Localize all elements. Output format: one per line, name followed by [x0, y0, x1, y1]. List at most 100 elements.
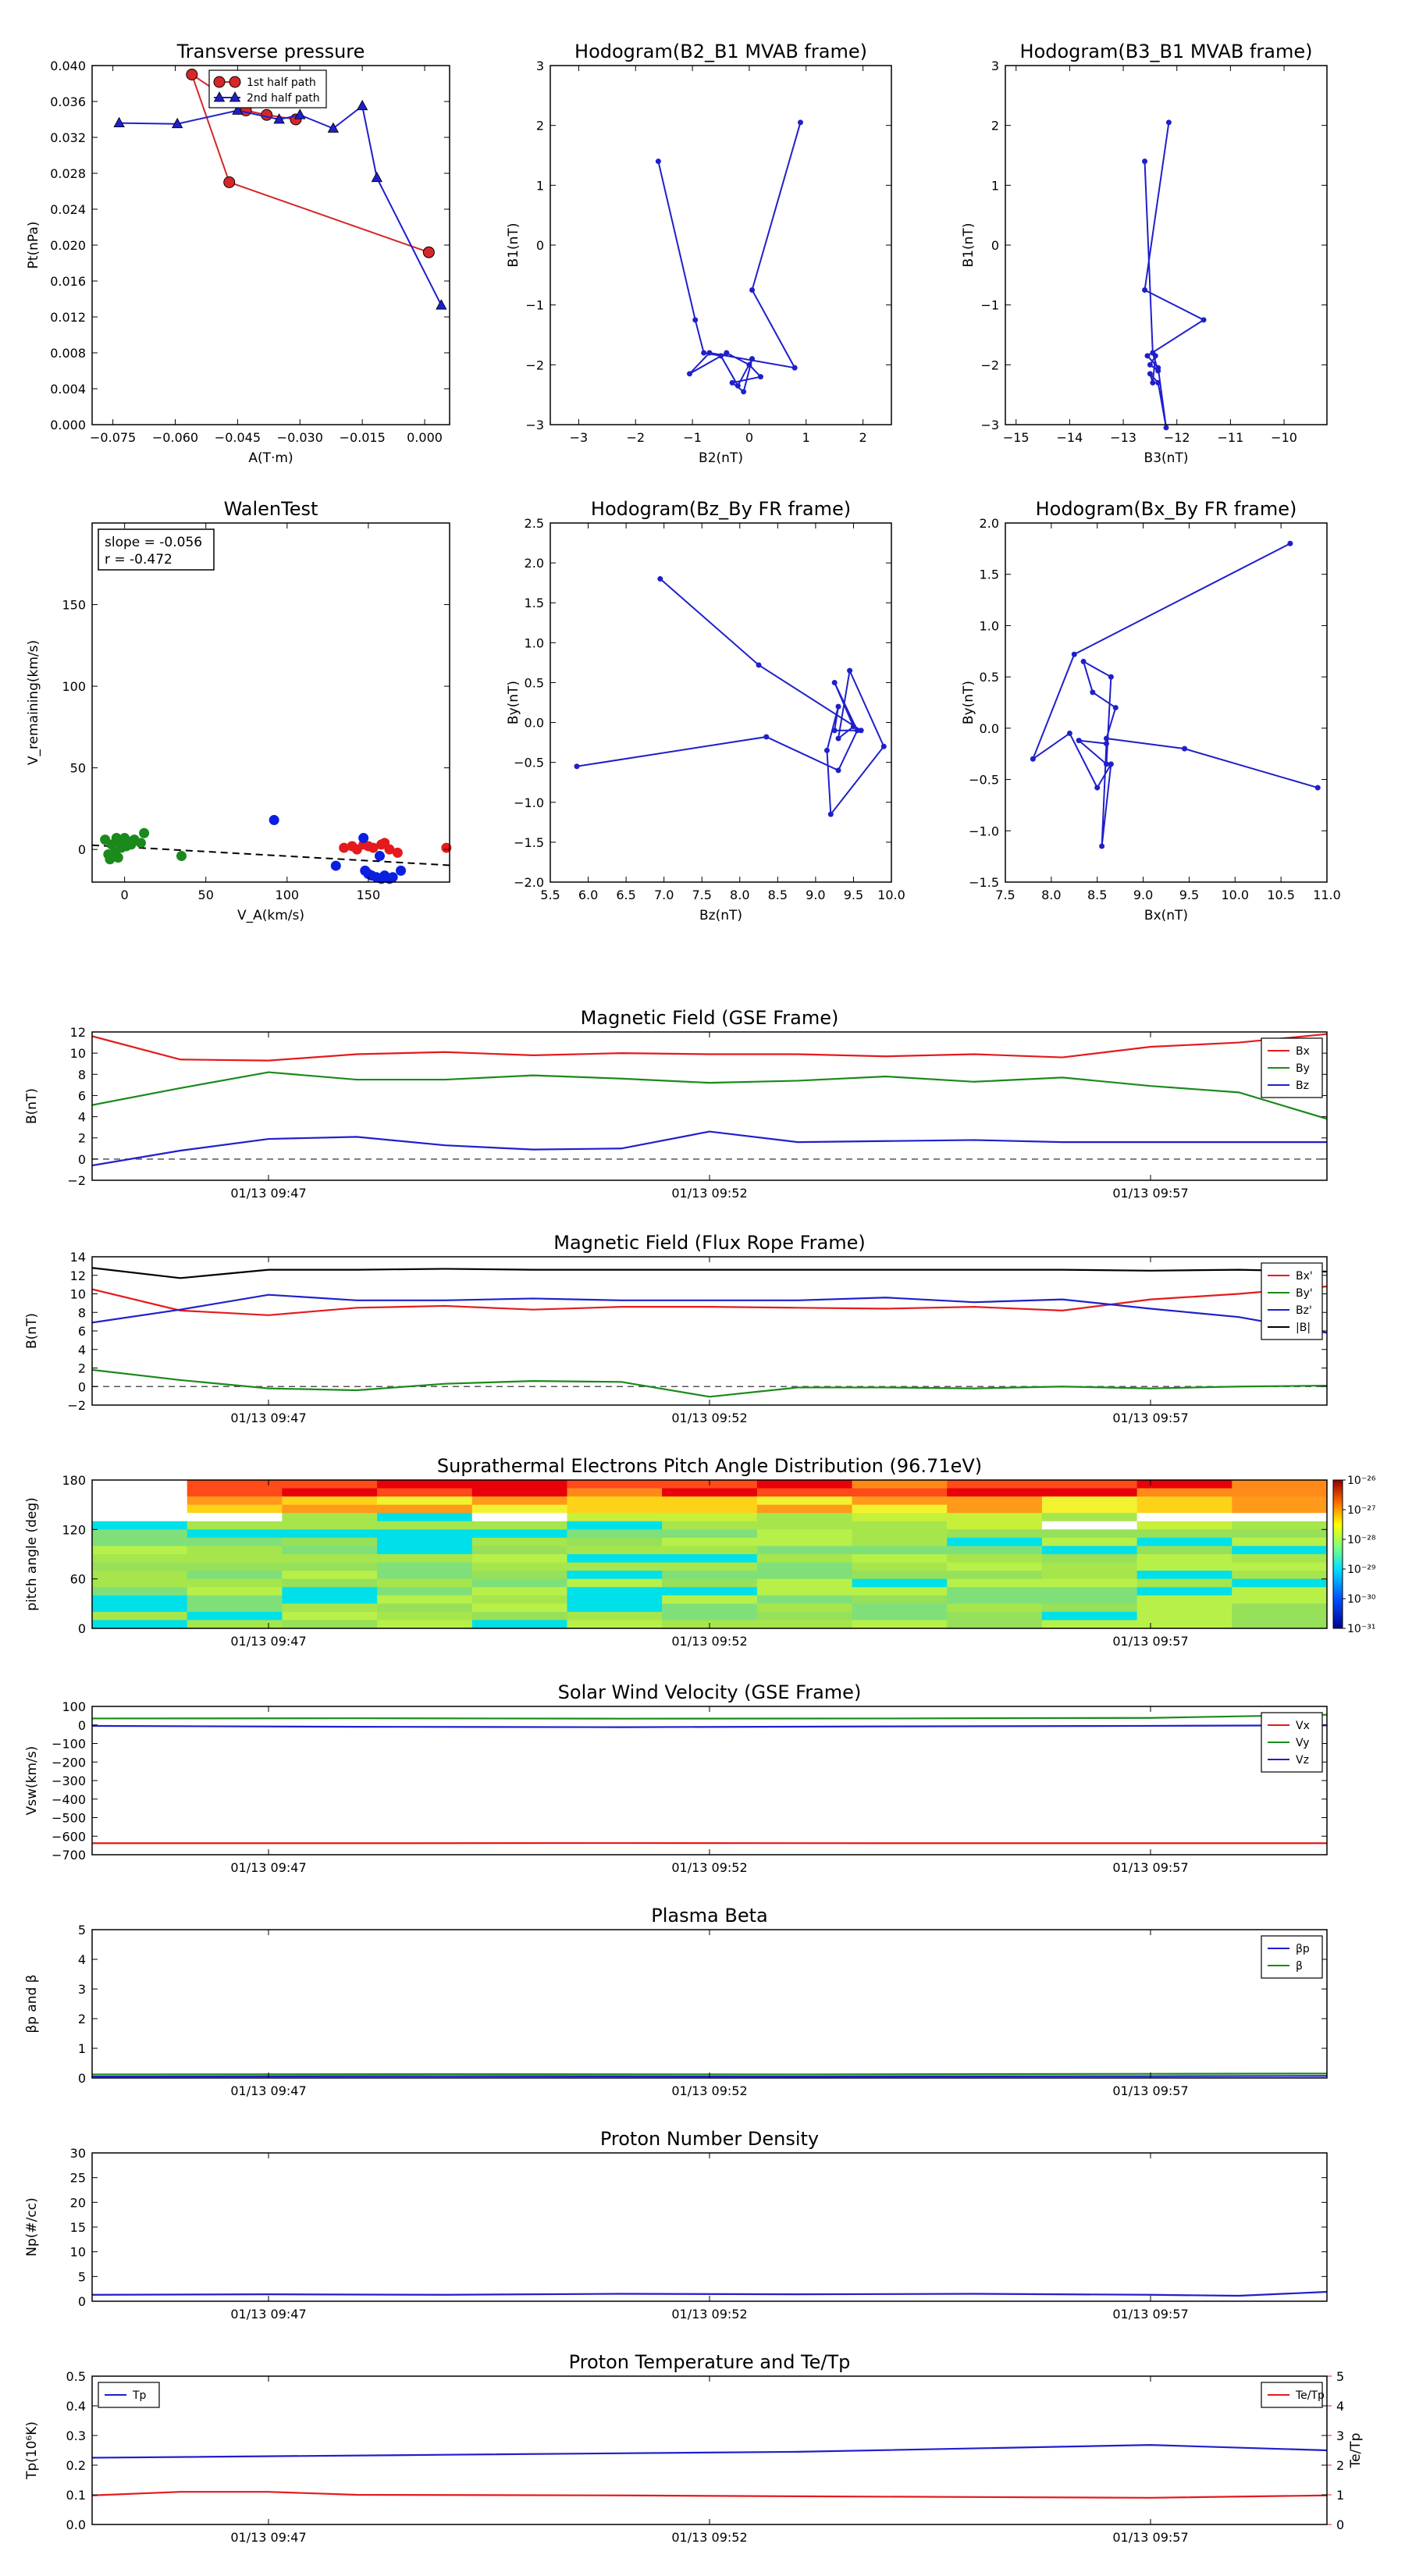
- y-tick-label: −1: [980, 298, 999, 313]
- data-point: [422, 246, 435, 258]
- heatmap-cell: [92, 1611, 188, 1621]
- annotation-r: r = -0.472: [105, 552, 173, 568]
- data-point: [436, 299, 447, 310]
- legend: Vx Vy Vz: [1261, 1712, 1323, 1773]
- data-point: [374, 851, 385, 862]
- heatmap-cell: [662, 1537, 758, 1546]
- x-tick-label: 5.5: [540, 888, 560, 902]
- data-point: [176, 851, 187, 862]
- heatmap-cell: [1136, 1521, 1232, 1530]
- heatmap-cell: [662, 1587, 758, 1596]
- data-point: [835, 767, 841, 774]
- data-point: [113, 116, 125, 128]
- heatmap-cell: [377, 1611, 473, 1621]
- heatmap-cell: [567, 1488, 663, 1497]
- heatmap-cell: [1136, 1595, 1232, 1604]
- heatmap-cell: [567, 1546, 663, 1555]
- y-tick-label: 0.5: [66, 2369, 86, 2384]
- legend-label: Vy: [1296, 1737, 1310, 1749]
- y-tick-label: 25: [70, 2171, 86, 2186]
- heatmap-cell: [282, 1504, 378, 1514]
- heatmap-cell: [92, 1537, 188, 1546]
- y-axis-label: Tp(10⁶K): [24, 2421, 40, 2480]
- heatmap-cell: [1041, 1537, 1138, 1546]
- heatmap-cell: [187, 1496, 283, 1506]
- x-tick-label: 6.0: [578, 888, 598, 902]
- heatmap-cell: [1136, 1562, 1232, 1571]
- heatmap-cell: [1041, 1504, 1138, 1514]
- y-tick-label: 12: [70, 1268, 86, 1283]
- x-tick-label: 01/13 09:47: [230, 1860, 306, 1875]
- heatmap-cell: [471, 1611, 567, 1621]
- heatmap-cell: [567, 1554, 663, 1564]
- heatmap-cell: [852, 1562, 948, 1571]
- x-tick-label: 0.000: [407, 430, 443, 445]
- y-tick-label: −1: [525, 298, 544, 313]
- heatmap-cell: [1136, 1603, 1232, 1613]
- heatmap-cell: [187, 1488, 283, 1497]
- heatmap-cell: [662, 1603, 758, 1613]
- y-tick-label: 60: [70, 1572, 86, 1587]
- heatmap-cell: [187, 1578, 283, 1588]
- x-tick-label: 01/13 09:52: [671, 1186, 747, 1201]
- series-line: [91, 2290, 1328, 2297]
- data-point: [797, 119, 803, 126]
- y-axis-label-right: Te/Tp: [1348, 2433, 1364, 2469]
- legend-left: Tp: [98, 2382, 160, 2408]
- heatmap-cell: [662, 1529, 758, 1539]
- x-tick-label: 01/13 09:52: [671, 1860, 747, 1875]
- heatmap-cell: [187, 1620, 283, 1629]
- data-point: [823, 747, 830, 753]
- data-point: [339, 842, 350, 853]
- x-tick-label: −10: [1271, 430, 1297, 445]
- heatmap-cell: [282, 1521, 378, 1530]
- data-point: [1182, 745, 1188, 752]
- data-point: [1155, 365, 1161, 371]
- heatmap-cell: [567, 1578, 663, 1588]
- heatmap-cell: [471, 1603, 567, 1613]
- y-tick-label: 4: [78, 1952, 86, 1967]
- data-point: [701, 350, 707, 356]
- x-tick-label: 7.5: [692, 888, 711, 902]
- heatmap-cell: [756, 1603, 853, 1613]
- x-axis-label: B2(nT): [699, 450, 743, 466]
- heatmap-cell: [187, 1480, 283, 1489]
- data-point: [1099, 843, 1105, 849]
- x-axis-label: V_A(km/s): [237, 908, 304, 923]
- heatmap-cell: [92, 1496, 188, 1506]
- heatmap-cell: [756, 1546, 853, 1555]
- heatmap-cell: [662, 1496, 758, 1506]
- data-point: [213, 91, 226, 102]
- y-tick-label: −1.0: [969, 824, 999, 838]
- data-point: [186, 69, 198, 80]
- heatmap-cell: [1136, 1611, 1232, 1621]
- heatmap-cell: [187, 1595, 283, 1604]
- x-tick-label: −0.030: [277, 430, 323, 445]
- x-tick-label: 01/13 09:47: [230, 2083, 306, 2098]
- heatmap-cell: [852, 1554, 948, 1564]
- y-tick-label: 0.0: [525, 716, 544, 731]
- heatmap-cell: [756, 1537, 853, 1546]
- y-tick-label: 0: [78, 1718, 86, 1733]
- data-point: [327, 122, 340, 133]
- series-line: [576, 578, 885, 817]
- colorbar-tick-label: 10⁻²⁸: [1347, 1534, 1376, 1546]
- heatmap-cell: [92, 1603, 188, 1613]
- heatmap-cell: [852, 1529, 948, 1539]
- legend-label: Bx': [1296, 1270, 1313, 1283]
- heatmap-cell: [187, 1562, 283, 1571]
- y-tick-label: 0: [536, 238, 544, 253]
- data-point: [105, 854, 116, 865]
- heatmap-cell: [92, 1595, 188, 1604]
- series-line: [91, 1724, 1328, 1728]
- heatmap-cell: [852, 1513, 948, 1522]
- x-tick-label: 11.0: [1313, 888, 1341, 902]
- heatmap-cell: [852, 1611, 948, 1621]
- heatmap-cell: [282, 1529, 378, 1539]
- heatmap-cell: [282, 1488, 378, 1497]
- heatmap-cell: [852, 1496, 948, 1506]
- heatmap-cell: [92, 1554, 188, 1564]
- heatmap-cell: [852, 1595, 948, 1604]
- heatmap-cell: [92, 1521, 188, 1530]
- heatmap-cell: [1136, 1529, 1232, 1539]
